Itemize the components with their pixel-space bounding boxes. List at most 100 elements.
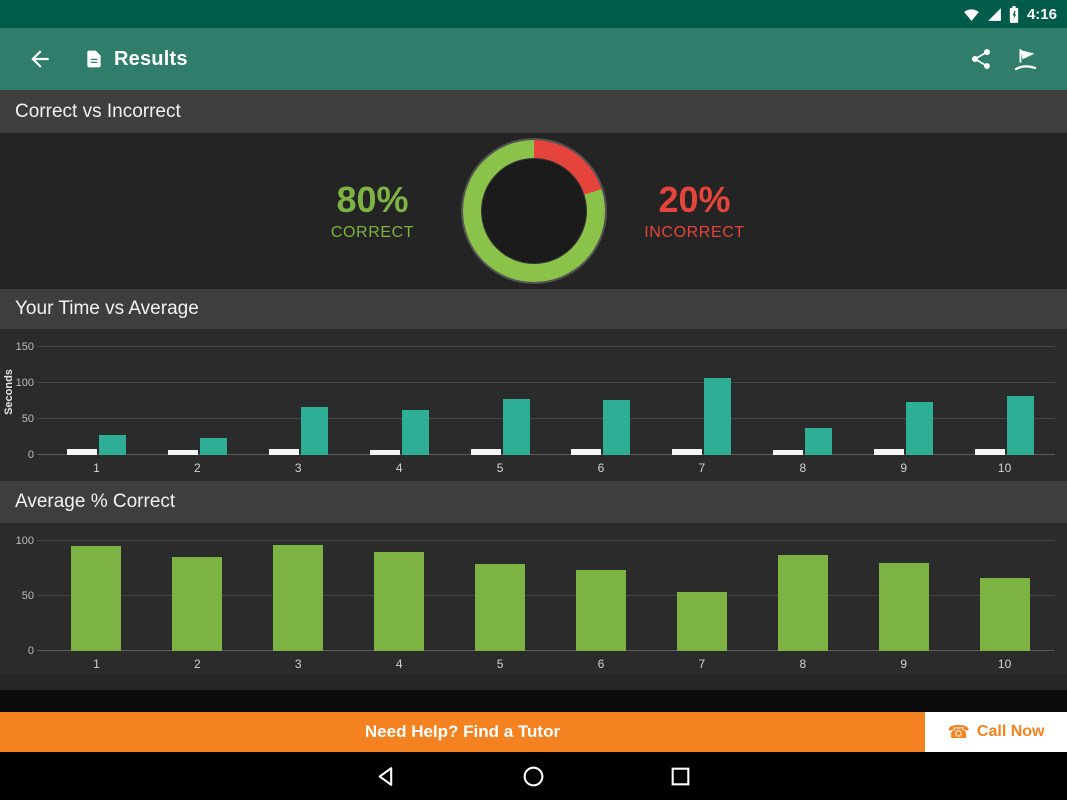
bar-average-correct bbox=[575, 570, 626, 651]
x-tick-label: 9 bbox=[900, 657, 908, 671]
bar-group bbox=[651, 592, 752, 651]
y-tick-label: 0 bbox=[27, 645, 34, 657]
percent-chart-plot: 0 50 100 bbox=[16, 523, 1055, 657]
content-filler bbox=[0, 675, 1067, 690]
y-tick-label: 50 bbox=[21, 413, 34, 425]
x-tick-label: 2 bbox=[194, 657, 201, 671]
x-tick-label: 8 bbox=[799, 657, 807, 671]
bar-your-time bbox=[773, 450, 804, 455]
bar-average bbox=[300, 407, 328, 455]
bar-your-time bbox=[975, 449, 1006, 455]
x-tick-label: 4 bbox=[395, 461, 403, 475]
y-tick-label: 100 bbox=[15, 377, 34, 389]
x-tick-label: 5 bbox=[496, 657, 504, 671]
nav-back-button[interactable] bbox=[367, 756, 407, 796]
bar-your-time bbox=[369, 450, 400, 455]
time-chart-plot: 0 50 100 150 bbox=[16, 329, 1055, 461]
gridline bbox=[37, 595, 1055, 596]
battery-icon bbox=[1009, 5, 1019, 23]
incorrect-percent: 20% bbox=[658, 179, 731, 221]
x-tick-label: 10 bbox=[997, 461, 1012, 475]
x-tick-label: 9 bbox=[900, 461, 908, 475]
bar-group bbox=[551, 400, 652, 455]
x-tick-label: 6 bbox=[597, 657, 605, 671]
back-button[interactable] bbox=[20, 39, 60, 79]
correct-percent: 80% bbox=[336, 179, 409, 221]
x-tick-label: 5 bbox=[496, 461, 504, 475]
bar-average bbox=[805, 428, 833, 455]
donut-section: 80% CORRECT 20% INCORRECT bbox=[0, 133, 1067, 289]
x-tick-label: 2 bbox=[194, 461, 201, 475]
flag-button[interactable] bbox=[1003, 37, 1047, 81]
time-chart: Seconds 0 50 100 150 1 2 3 4 5 6 7 8 9 10 bbox=[0, 329, 1067, 481]
call-now-button[interactable]: ☎ Call Now bbox=[925, 712, 1067, 752]
bar-average-correct bbox=[172, 557, 223, 651]
bar-average bbox=[98, 435, 126, 455]
gridline bbox=[37, 650, 1055, 651]
bar-group bbox=[954, 578, 1055, 651]
share-button[interactable] bbox=[959, 37, 1003, 81]
bar-group bbox=[248, 407, 349, 455]
x-tick-label: 1 bbox=[93, 657, 100, 671]
incorrect-block: 20% INCORRECT bbox=[635, 180, 755, 242]
signal-icon bbox=[986, 6, 1003, 23]
wifi-icon bbox=[963, 6, 980, 23]
donut-hole bbox=[480, 158, 587, 264]
correct-block: 80% CORRECT bbox=[313, 180, 433, 242]
bars-row bbox=[46, 329, 1055, 455]
percent-chart: 0 50 100 1 2 3 4 5 6 7 8 9 10 bbox=[0, 523, 1067, 675]
bar-group bbox=[450, 399, 551, 455]
x-tick-label: 3 bbox=[294, 461, 302, 475]
bar-group bbox=[853, 402, 954, 455]
app-bar: Results bbox=[0, 28, 1067, 90]
bar-group bbox=[349, 552, 450, 651]
bar-average bbox=[603, 400, 631, 455]
bar-group bbox=[349, 410, 450, 455]
bar-group bbox=[752, 555, 853, 651]
bar-average-correct bbox=[71, 546, 122, 651]
find-tutor-label: Need Help? Find a Tutor bbox=[364, 722, 561, 741]
bar-group bbox=[752, 428, 853, 455]
bar-your-time bbox=[874, 449, 905, 455]
nav-recents-button[interactable] bbox=[661, 756, 701, 796]
nav-home-button[interactable] bbox=[514, 756, 554, 796]
bar-group bbox=[46, 435, 147, 455]
find-tutor-button[interactable]: Need Help? Find a Tutor bbox=[0, 712, 925, 752]
gridline bbox=[37, 540, 1055, 541]
gridline bbox=[37, 346, 1055, 347]
bar-your-time bbox=[66, 449, 97, 455]
bar-average-correct bbox=[979, 578, 1030, 651]
bar-group bbox=[853, 563, 954, 651]
bar-group bbox=[651, 378, 752, 455]
bars-row bbox=[46, 523, 1055, 651]
bar-average bbox=[1007, 396, 1035, 455]
bar-group bbox=[551, 570, 652, 651]
bar-average-correct bbox=[273, 545, 324, 651]
bar-group bbox=[450, 564, 551, 651]
bar-average bbox=[199, 438, 227, 455]
y-tick-label: 100 bbox=[15, 535, 34, 547]
gridline bbox=[37, 454, 1055, 455]
x-tick-label: 3 bbox=[294, 657, 302, 671]
bar-average bbox=[401, 410, 429, 455]
bar-group bbox=[248, 545, 349, 651]
bar-average-correct bbox=[878, 563, 929, 651]
bar-group bbox=[954, 396, 1055, 455]
bar-average-correct bbox=[374, 552, 425, 651]
bar-average bbox=[502, 399, 530, 455]
incorrect-label: INCORRECT bbox=[644, 223, 745, 241]
gridline bbox=[37, 382, 1055, 383]
bar-average-correct bbox=[777, 555, 828, 651]
x-tick-label: 6 bbox=[597, 461, 605, 475]
bottom-gap bbox=[0, 690, 1067, 712]
y-tick-label: 50 bbox=[21, 590, 34, 602]
bar-your-time bbox=[672, 449, 703, 455]
bar-average bbox=[704, 378, 732, 455]
bar-group bbox=[147, 557, 248, 651]
page-title: Results bbox=[114, 47, 188, 70]
correct-label: CORRECT bbox=[330, 223, 415, 241]
bar-your-time bbox=[571, 449, 602, 455]
help-banner: Need Help? Find a Tutor ☎ Call Now bbox=[0, 712, 1067, 752]
bar-group bbox=[46, 546, 147, 651]
